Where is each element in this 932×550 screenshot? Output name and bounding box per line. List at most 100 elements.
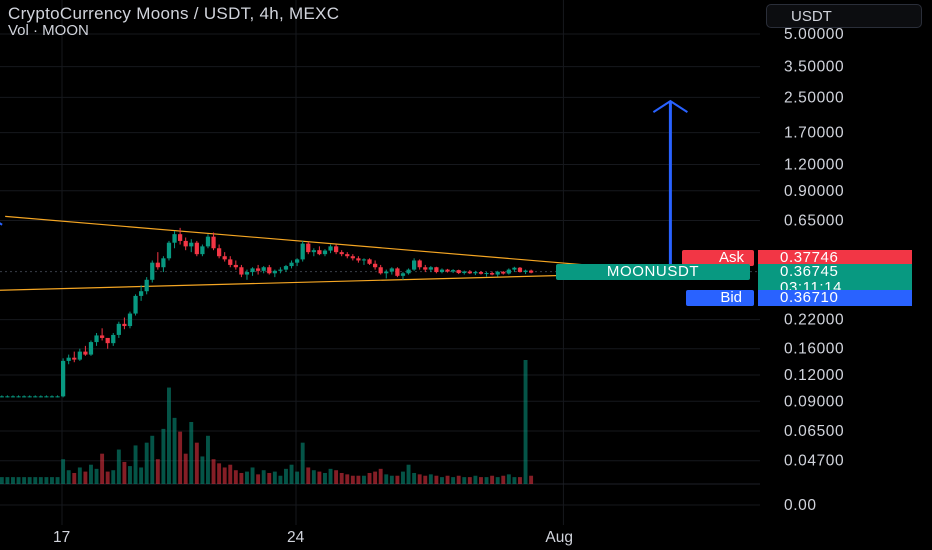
volume-bar bbox=[451, 477, 456, 484]
candle-body bbox=[400, 273, 406, 276]
candle-body bbox=[300, 243, 305, 260]
candle-body bbox=[411, 260, 417, 270]
volume-bar bbox=[300, 442, 305, 484]
candle-body bbox=[306, 243, 311, 253]
candle-body bbox=[177, 234, 183, 241]
candle-body bbox=[311, 250, 316, 253]
volume-bar bbox=[133, 445, 138, 484]
volume-bar bbox=[506, 474, 511, 484]
volume-bar bbox=[284, 468, 288, 484]
candle-body bbox=[66, 357, 71, 361]
candle-body bbox=[116, 323, 121, 335]
ask-price: 0.37746 bbox=[758, 250, 912, 266]
volume-bar bbox=[440, 477, 444, 484]
candle-body bbox=[60, 360, 66, 397]
volume-bar bbox=[183, 453, 188, 484]
candle-body bbox=[194, 242, 199, 255]
price-tick-label: 0.12000 bbox=[784, 367, 844, 384]
candle-body bbox=[333, 246, 339, 253]
volume-bar bbox=[55, 477, 60, 484]
candle-body bbox=[122, 323, 127, 327]
candle-body bbox=[406, 269, 411, 274]
candle-body bbox=[478, 272, 484, 274]
volume-bar bbox=[445, 475, 450, 484]
time-axis[interactable]: 17 24 Aug bbox=[53, 529, 573, 546]
candle-body bbox=[133, 295, 138, 314]
time-tick-label: 17 bbox=[53, 529, 70, 546]
volume-bar bbox=[144, 442, 149, 484]
candle-body bbox=[501, 271, 506, 274]
candle-body bbox=[38, 396, 43, 398]
time-tick-label: 24 bbox=[287, 529, 305, 546]
volume-bar bbox=[122, 461, 127, 484]
candle-body bbox=[83, 351, 88, 355]
volume-bar bbox=[490, 475, 495, 484]
candle-body bbox=[467, 271, 472, 274]
volume-bar bbox=[261, 470, 266, 484]
volume-bar bbox=[33, 477, 38, 484]
volume-bar bbox=[495, 477, 500, 484]
volume-bar bbox=[356, 475, 361, 484]
price-tick-label: 2.50000 bbox=[784, 89, 844, 106]
volume-bar bbox=[200, 456, 205, 484]
volume-bar bbox=[256, 474, 261, 484]
candle-body bbox=[350, 256, 355, 259]
volume-bar bbox=[233, 470, 238, 484]
candle-body bbox=[239, 267, 244, 275]
candle-body bbox=[339, 252, 344, 255]
price-tick-label: 0.16000 bbox=[784, 341, 844, 358]
volume-bar bbox=[50, 477, 54, 484]
candle-body bbox=[372, 263, 378, 268]
volume-bar bbox=[362, 475, 366, 484]
candle-body bbox=[345, 254, 350, 257]
candle-body bbox=[473, 272, 478, 274]
price-tick-label: 0.09000 bbox=[784, 393, 844, 410]
candle-body bbox=[99, 335, 105, 338]
volume-bar bbox=[155, 459, 160, 484]
candle-body bbox=[27, 396, 32, 398]
volume-bar bbox=[206, 435, 210, 484]
candle-body bbox=[361, 259, 367, 261]
candle-body bbox=[328, 246, 333, 251]
volume-bar bbox=[44, 477, 49, 484]
candle-body bbox=[189, 242, 194, 247]
ask-label: Ask bbox=[682, 250, 754, 266]
volume-bar bbox=[189, 422, 194, 484]
candle-body bbox=[317, 250, 322, 255]
candle-body bbox=[255, 268, 261, 271]
volume-bar bbox=[167, 387, 171, 484]
price-tick-label: 1.70000 bbox=[784, 125, 844, 142]
volume-bar bbox=[417, 474, 422, 484]
currency-button[interactable]: USDT bbox=[766, 4, 922, 28]
volume-bar bbox=[272, 471, 277, 484]
volume-bar bbox=[22, 477, 27, 484]
volume-bar bbox=[428, 474, 433, 484]
volume-bar bbox=[323, 472, 327, 484]
price-axis[interactable]: 5.00000 3.50000 2.50000 1.70000 1.20000 0.900… bbox=[784, 26, 844, 514]
volume-bar bbox=[389, 475, 394, 484]
candle-body bbox=[417, 260, 422, 268]
volume-bar bbox=[100, 453, 105, 484]
volume-bar bbox=[217, 463, 222, 484]
arrow-head bbox=[652, 99, 688, 113]
candle-body bbox=[450, 270, 456, 272]
volume-bar bbox=[278, 475, 283, 484]
time-tick-label: Aug bbox=[545, 529, 573, 546]
volume-bar bbox=[128, 466, 132, 484]
candle-body bbox=[484, 273, 489, 275]
candle-body bbox=[261, 267, 266, 271]
candle-body bbox=[222, 256, 227, 260]
volume-bar bbox=[139, 467, 144, 484]
volume-bar bbox=[194, 442, 199, 484]
candle-body bbox=[423, 267, 428, 270]
candle-body bbox=[517, 267, 523, 273]
candle-body bbox=[462, 271, 467, 274]
volume-bar bbox=[161, 428, 166, 484]
candle-body bbox=[283, 266, 289, 270]
candle-body bbox=[127, 313, 133, 327]
candle-body bbox=[250, 268, 255, 273]
volume-bar bbox=[295, 471, 300, 484]
candle-body bbox=[144, 279, 149, 292]
volume-bar bbox=[16, 477, 21, 484]
